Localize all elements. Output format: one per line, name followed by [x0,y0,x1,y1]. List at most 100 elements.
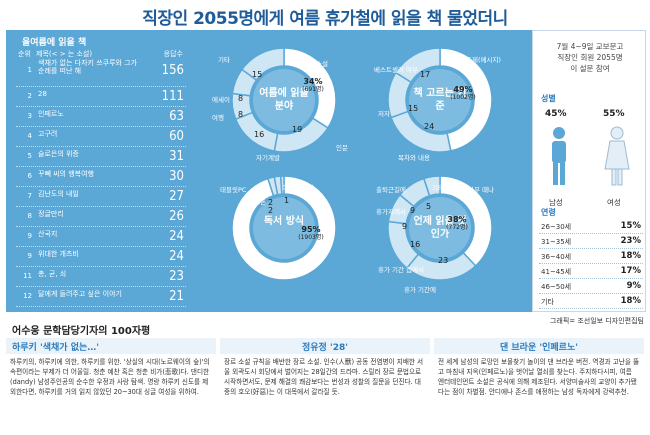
ranking-row: 11 총, 균, 쇠 23 [16,267,186,287]
rank-number: 11 [23,272,32,280]
response-count: 26 [169,209,184,224]
rank-number: 12 [23,292,32,300]
book-title: 산국지 [38,230,58,238]
slice-value: 15 [408,104,419,113]
age-value: 18% [620,251,641,261]
recommend-body: 하루키의, 하루키에 의한, 하루키를 위한. '상실의 시대(노르웨이의 숲)… [10,358,210,396]
book-title: 꾸뻬 씨의 행복여행 [38,170,94,178]
book-title: 색채가 없는 다자키 쓰쿠루와 그가 순례를 떠난 해 [38,59,138,75]
donut-title: 독서 방식 [263,216,305,227]
slice-label: 소설 [316,60,328,68]
slice-sub: (772명) [446,224,468,231]
slice-percent: 38% (772명) [440,216,474,232]
donut-slice [240,47,285,82]
book-title: 총, 균, 쇠 [38,270,67,278]
slice-label: 출퇴근길에 [376,186,406,194]
donut-title: 언제 읽을 것인가 [413,216,467,240]
rank-number: 1 [27,66,32,74]
female-pct: 55% [603,109,625,119]
slice-value: 16 [410,240,421,249]
response-count: 21 [169,289,184,304]
rank-number: 6 [27,172,32,180]
slice-value: 9 [402,222,408,231]
age-row: 26~30세 15% [539,219,643,234]
donut-svg [231,47,493,281]
page-title: 직장인 2055명에게 여름 휴가철에 읽을 책 물었더니 [142,9,508,29]
book-title: 달에게 들려주고 싶은 이야기 [38,290,122,298]
recommend-col: 댄 브라운 '인페르노' 전 세계 남성의 로망인 보물찾기 놀이의 댄 브라운… [434,338,644,400]
age-value: 23% [620,236,641,246]
slice-value: 1 [284,196,290,205]
ranking-table: 올여름에 읽을 책 순위 제목(< > 는 소설) 응답수 1 색채가 없는 다자… [12,35,187,307]
male-icon [552,127,566,185]
slice-value: 17 [420,70,431,79]
age-row: 46~50세 9% [539,279,643,294]
ranking-row: 9 산국지 24 [16,227,186,247]
recommend-head: 하루키 '색채가 없는…' [6,338,216,354]
donut-slice [231,175,337,281]
slice-sub: (1002명) [450,94,476,101]
response-count: 30 [169,169,184,184]
age-value: 17% [620,266,641,276]
recommend-head: 댄 브라운 '인페르노' [434,338,644,354]
recommend-col: 하루키 '색채가 없는…' 하루키의, 하루키에 의한, 하루키를 위한. '상… [6,338,216,400]
slice-label: 주제(메시지) [466,56,501,64]
slice-percent: 49% (1002명) [446,86,480,102]
slice-value: 2 [268,206,274,215]
donut-hole [253,197,315,259]
response-count: 156 [161,63,184,78]
rank-number: 8 [27,212,32,220]
demographics-panel: 7월 4~9일 교보문고 직장인 회원 2055명 이 설문 참여 성별 45%… [532,30,646,312]
slice-percent: 95% (1903명) [294,226,328,242]
slice-label: 휴가 기간 집에서 [378,266,424,274]
slice-label: 스마트폰 [242,198,266,206]
recommend-body: 장르 소설 규칙을 배반한 장르 소설. 인수(人獸) 공동 전염병이 지배한 … [224,358,424,396]
female-icon [604,126,630,186]
response-count: 60 [169,129,184,144]
slice-label: 여행 [212,114,224,122]
slice-label: 목차와 내용 [398,154,430,162]
slice-value: 24 [424,122,435,131]
book-title: 고구려 [38,130,58,138]
response-count: 24 [169,249,184,264]
credit: 그래픽= 조선일보 디자인편집팀 [549,317,644,325]
recommend-title: 어수웅 문학담당기자의 100자평 [12,326,151,337]
ranking-row: 3 인페르노 63 [16,107,186,127]
ranking-row: 6 꾸뻬 씨의 행복여행 30 [16,167,186,187]
donut-title: 여름에 읽을 분야 [259,88,309,112]
age-value: 15% [620,221,641,231]
age-label: 26~30세 [541,223,572,231]
age-label: 31~35세 [541,238,572,246]
response-count: 23 [169,269,184,284]
age-label: 41~45세 [541,268,572,276]
male-label: 남성 [549,198,563,207]
recommend-col: 정유정 '28' 장르 소설 규칙을 배반한 장르 소설. 인수(人獸) 공동 … [220,338,430,400]
slice-value: 5 [426,202,432,211]
slice-percent: 34% (691명) [296,78,330,94]
slice-value: 19 [292,125,303,134]
rank-number: 7 [27,192,32,200]
response-count: 31 [169,149,184,164]
slice-label: 아무 때나 [468,186,494,194]
ranking-row: 5 슬로은의 위증 31 [16,147,186,167]
ranking-row: 7 김난도의 내일 27 [16,187,186,207]
response-count: 111 [161,89,184,104]
book-title: 위대한 개츠비 [38,250,79,258]
age-label: 46~50세 [541,283,572,291]
slice-label: 에세이 [212,96,230,104]
response-count: 24 [169,229,184,244]
slice-value: 8 [238,110,244,119]
slice-label: 자기계발 [256,154,280,162]
ranking-title: 올여름에 읽을 책 [22,38,87,48]
col-title: 제목(< > 는 소설) [36,50,93,58]
age-row: 31~35세 23% [539,234,643,249]
ranking-row: 4 고구려 60 [16,127,186,147]
age-label: 기타 [541,298,554,306]
survey-line: 7월 4~9일 교보문고 [556,42,624,51]
book-title: 슬로은의 위증 [38,150,79,158]
slice-label: 이북 단말기 [282,184,314,192]
slice-note: 49% [453,85,473,94]
donut-title: 책 고르는 기준 [413,88,467,112]
rank-number: 4 [27,132,32,140]
book-title: 정글만리 [38,210,64,218]
